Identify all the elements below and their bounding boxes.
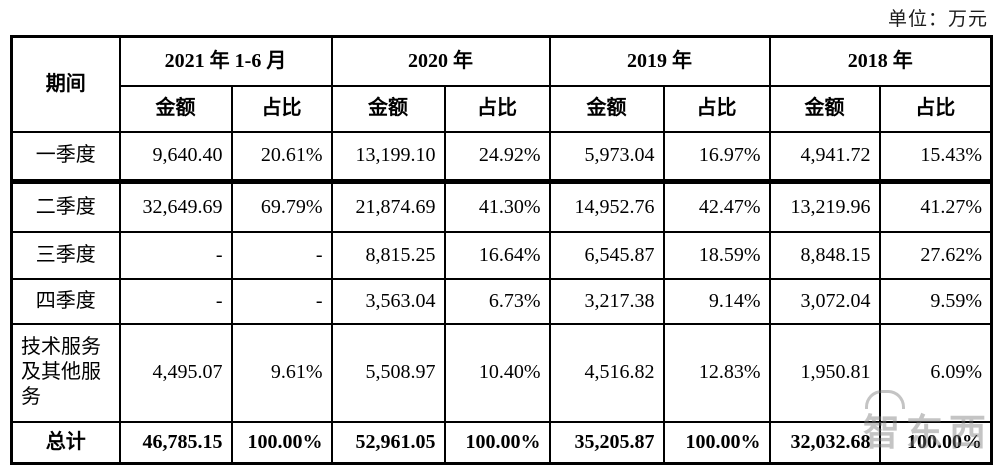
col-header-amount: 金额	[768, 84, 881, 133]
table-cell: 100.00%	[878, 420, 993, 465]
table-cell: 8,815.25	[330, 230, 446, 280]
row-label: 二季度	[10, 180, 121, 233]
table-cell: 18.59%	[662, 230, 771, 280]
header-row-years: 期间 2021 年 1-6 月 2020 年 2019 年 2018 年	[10, 35, 993, 133]
table-cell: 3,072.04	[768, 277, 881, 325]
table-cell: 12.83%	[662, 322, 771, 423]
table-cell: 10.40%	[443, 322, 551, 423]
quarterly-revenue-table: 期间 2021 年 1-6 月 2020 年 2019 年 2018 年 金额 …	[10, 35, 994, 465]
table-cell: 69.79%	[230, 180, 333, 233]
table-cell: -	[230, 230, 333, 280]
table-cell: 32,649.69	[118, 180, 233, 233]
table-row-q2: 二季度 32,649.69 69.79% 21,874.69 41.30% 14…	[10, 180, 993, 233]
col-header-amount: 金额	[118, 84, 233, 133]
col-header-ratio: 占比	[443, 84, 551, 133]
table-row-total: 总计 46,785.15 100.00% 52,961.05 100.00% 3…	[10, 420, 993, 465]
col-header-amount: 金额	[548, 84, 665, 133]
year-header-2021: 2021 年 1-6 月	[118, 35, 333, 87]
table-cell: 35,205.87	[548, 420, 665, 465]
year-header-2020: 2020 年	[330, 35, 551, 87]
table-cell: 13,199.10	[330, 130, 446, 184]
table-cell: 1,950.81	[768, 322, 881, 423]
row-label: 三季度	[10, 230, 121, 280]
table-cell: 4,941.72	[768, 130, 881, 184]
table-cell: 9.61%	[230, 322, 333, 423]
table-cell: 9.14%	[662, 277, 771, 325]
table-cell: 16.97%	[662, 130, 771, 184]
table-cell: 5,973.04	[548, 130, 665, 184]
row-label: 技术服务及其他服务	[10, 322, 121, 423]
table-cell: 13,219.96	[768, 180, 881, 233]
table-cell: 52,961.05	[330, 420, 446, 465]
table-cell: 4,495.07	[118, 322, 233, 423]
table-cell: 9.59%	[878, 277, 993, 325]
year-header-2019: 2019 年	[548, 35, 771, 87]
col-header-ratio: 占比	[230, 84, 333, 133]
table-cell: 15.43%	[878, 130, 993, 184]
table-cell: 41.27%	[878, 180, 993, 233]
table-cell: 4,516.82	[548, 322, 665, 423]
year-header-2018: 2018 年	[768, 35, 993, 87]
table-cell: 32,032.68	[768, 420, 881, 465]
table-cell: 14,952.76	[548, 180, 665, 233]
table-cell: 6,545.87	[548, 230, 665, 280]
unit-label: 单位：万元	[887, 9, 988, 30]
table-cell: -	[230, 277, 333, 325]
table-cell: 21,874.69	[330, 180, 446, 233]
table-cell: 27.62%	[878, 230, 993, 280]
row-label: 一季度	[10, 130, 121, 184]
table-cell: 9,640.40	[118, 130, 233, 184]
table-row-q3: 三季度 - - 8,815.25 16.64% 6,545.87 18.59% …	[10, 230, 993, 280]
table-cell: 20.61%	[230, 130, 333, 184]
table-cell: 100.00%	[230, 420, 333, 465]
table-cell: 3,217.38	[548, 277, 665, 325]
col-header-amount: 金额	[330, 84, 446, 133]
row-label: 四季度	[10, 277, 121, 325]
table-row-tech-services: 技术服务及其他服务 4,495.07 9.61% 5,508.97 10.40%…	[10, 322, 993, 423]
period-header-cell: 期间	[10, 35, 121, 133]
table-cell: 8,848.15	[768, 230, 881, 280]
table-cell: -	[118, 277, 233, 325]
table-cell: 6.73%	[443, 277, 551, 325]
table-row-q4: 四季度 - - 3,563.04 6.73% 3,217.38 9.14% 3,…	[10, 277, 993, 325]
table-cell: 46,785.15	[118, 420, 233, 465]
table-cell: 24.92%	[443, 130, 551, 184]
table-cell: 16.64%	[443, 230, 551, 280]
table-cell: 6.09%	[878, 322, 993, 423]
table-cell: 3,563.04	[330, 277, 446, 325]
header-row-subcolumns: 金额 占比 金额 占比 金额 占比 金额 占比	[12, 84, 993, 133]
table-cell: -	[118, 230, 233, 280]
table-row-q1: 一季度 9,640.40 20.61% 13,199.10 24.92% 5,9…	[10, 130, 993, 184]
table-cell: 100.00%	[662, 420, 771, 465]
table-cell: 41.30%	[443, 180, 551, 233]
table-cell: 5,508.97	[330, 322, 446, 423]
table-cell: 100.00%	[443, 420, 551, 465]
col-header-ratio: 占比	[662, 84, 771, 133]
row-label: 总计	[10, 420, 121, 465]
table-cell: 42.47%	[662, 180, 771, 233]
col-header-ratio: 占比	[878, 84, 993, 133]
